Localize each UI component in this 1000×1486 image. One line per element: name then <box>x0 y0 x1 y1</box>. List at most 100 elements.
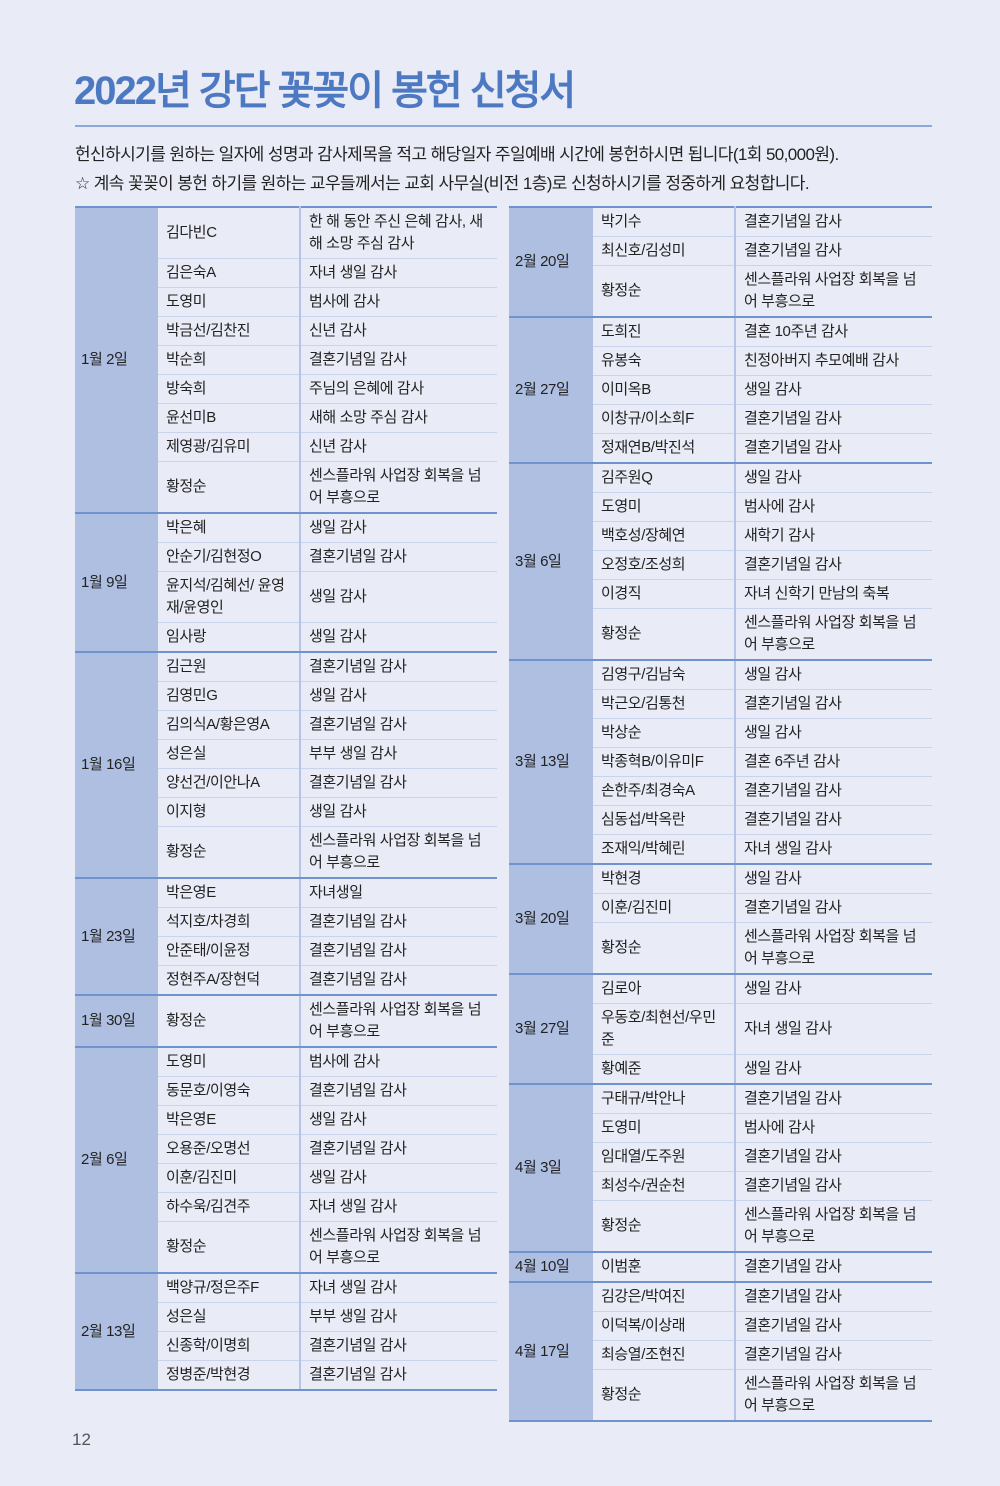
table-row: 최신호/김성미 결혼기념일 감사 <box>509 236 932 266</box>
thanks-cell: 결혼기념일 감사 <box>735 893 932 923</box>
name-cell: 동문호/이영숙 <box>158 1076 301 1106</box>
date-cell: 1월 16일 <box>75 651 158 879</box>
thanks-cell: 자녀 신학기 만남의 축복 <box>735 579 932 609</box>
thanks-cell: 자녀 생일 감사 <box>300 1192 497 1222</box>
table-row: 백호성/장혜연 새학기 감사 <box>509 521 932 551</box>
table-row: 1월 30일 황정순 센스플라워 사업장 회복을 넘어 부흥으로 <box>75 994 497 1048</box>
thanks-cell: 생일 감사 <box>735 462 932 493</box>
thanks-cell: 생일 감사 <box>300 681 497 711</box>
table-row: 2월 27일 도희진 결혼 10주년 감사 <box>509 316 932 464</box>
table-row: 4월 10일 이범훈 결혼기념일 감사 <box>509 1251 932 1283</box>
name-cell: 박금선/김찬진 <box>158 316 301 346</box>
table-row: 1월 2일 김다빈C 한 해 동안 주신 은혜 감사, 새해 소망 주심 감사 <box>75 206 497 514</box>
name-cell: 박은영E <box>158 877 301 908</box>
thanks-cell: 결혼기념일 감사 <box>735 1311 932 1341</box>
date-cell: 1월 9일 <box>75 512 158 653</box>
name-cell: 박기수 <box>593 206 736 237</box>
table-row: 1월 16일 김근원 결혼기념일 감사 <box>75 651 497 879</box>
thanks-cell: 생일 감사 <box>300 797 497 827</box>
table-row: 황정순 센스플라워 사업장 회복을 넘어 부흥으로 <box>75 826 497 879</box>
thanks-cell: 결혼기념일 감사 <box>300 542 497 572</box>
name-cell: 도영미 <box>593 492 736 522</box>
thanks-cell: 자녀 생일 감사 <box>735 834 932 865</box>
name-cell: 김영민G <box>158 681 301 711</box>
name-cell: 이경직 <box>593 579 736 609</box>
name-cell: 김강은/박여진 <box>593 1281 736 1312</box>
name-cell: 이범훈 <box>593 1251 736 1283</box>
date-cell: 3월 27일 <box>509 973 593 1085</box>
page-number: 12 <box>72 1430 91 1449</box>
table-row: 이훈/김진미 결혼기념일 감사 <box>509 893 932 923</box>
thanks-cell: 생일 감사 <box>735 863 932 894</box>
table-row: 최승열/조현진 결혼기념일 감사 <box>509 1340 932 1370</box>
date-cell: 3월 6일 <box>509 462 593 661</box>
thanks-cell: 범사에 감사 <box>735 492 932 522</box>
table-row: 3월 27일 김로아 생일 감사 <box>509 973 932 1085</box>
name-cell: 박종혁B/이유미F <box>593 747 736 777</box>
table-row: 도영미 범사에 감사 <box>509 1113 932 1143</box>
thanks-cell: 결혼기념일 감사 <box>735 206 932 237</box>
name-cell: 박순희 <box>158 345 301 375</box>
table-row: 황정순 센스플라워 사업장 회복을 넘어 부흥으로 <box>75 461 497 514</box>
name-cell: 이미옥B <box>593 375 736 405</box>
table-row: 이훈/김진미 생일 감사 <box>75 1163 497 1193</box>
name-cell: 오용준/오명선 <box>158 1134 301 1164</box>
name-cell: 신종학/이명희 <box>158 1331 301 1361</box>
date-cell: 2월 6일 <box>75 1046 158 1274</box>
name-cell: 하수욱/김견주 <box>158 1192 301 1222</box>
table-row: 이미옥B 생일 감사 <box>509 375 932 405</box>
thanks-cell: 결혼기념일 감사 <box>735 236 932 266</box>
thanks-cell: 결혼 6주년 감사 <box>735 747 932 777</box>
thanks-cell: 결혼기념일 감사 <box>735 404 932 434</box>
date-cell: 3월 13일 <box>509 659 593 865</box>
name-cell: 백호성/장혜연 <box>593 521 736 551</box>
thanks-cell: 센스플라워 사업장 회복을 넘어 부흥으로 <box>735 1369 932 1422</box>
thanks-cell: 결혼기념일 감사 <box>735 689 932 719</box>
table-row: 박상순 생일 감사 <box>509 718 932 748</box>
name-cell: 임대열/도주원 <box>593 1142 736 1172</box>
thanks-cell: 주님의 은혜에 감사 <box>300 374 497 404</box>
name-cell: 도영미 <box>158 1046 301 1077</box>
thanks-cell: 결혼기념일 감사 <box>735 1142 932 1172</box>
thanks-cell: 센스플라워 사업장 회복을 넘어 부흥으로 <box>735 265 932 318</box>
thanks-cell: 새해 소망 주심 감사 <box>300 403 497 433</box>
table-row: 윤지석/김혜선/ 윤영재/윤영인 생일 감사 <box>75 571 497 623</box>
name-cell: 양선건/이안나A <box>158 768 301 798</box>
name-cell: 최승열/조현진 <box>593 1340 736 1370</box>
thanks-cell: 센스플라워 사업장 회복을 넘어 부흥으로 <box>300 1221 497 1274</box>
table-row: 3월 6일 김주원Q 생일 감사 <box>509 462 932 661</box>
schedule-table-left: 1월 2일 김다빈C 한 해 동안 주신 은혜 감사, 새해 소망 주심 감사 김은숙… <box>75 206 497 1391</box>
name-cell: 박은영E <box>158 1105 301 1135</box>
name-cell: 김다빈C <box>158 206 301 259</box>
thanks-cell: 생일 감사 <box>300 622 497 653</box>
name-cell: 김은숙A <box>158 258 301 288</box>
table-row: 조재익/박혜린 자녀 생일 감사 <box>509 834 932 865</box>
thanks-cell: 결혼기념일 감사 <box>300 1360 497 1391</box>
table-row: 우동호/최현선/우민준 자녀 생일 감사 <box>509 1003 932 1055</box>
name-cell: 최성수/권순천 <box>593 1171 736 1201</box>
thanks-cell: 센스플라워 사업장 회복을 넘어 부흥으로 <box>735 922 932 975</box>
table-row: 도영미 범사에 감사 <box>509 492 932 522</box>
table-row: 임대열/도주원 결혼기념일 감사 <box>509 1142 932 1172</box>
table-row: 하수욱/김견주 자녀 생일 감사 <box>75 1192 497 1222</box>
thanks-cell: 신년 감사 <box>300 432 497 462</box>
name-cell: 도희진 <box>593 316 736 347</box>
thanks-cell: 생일 감사 <box>735 718 932 748</box>
table-row: 이지형 생일 감사 <box>75 797 497 827</box>
name-cell: 김주원Q <box>593 462 736 493</box>
thanks-cell: 자녀 생일 감사 <box>300 1272 497 1303</box>
name-cell: 석지호/차경희 <box>158 907 301 937</box>
name-cell: 성은실 <box>158 739 301 769</box>
thanks-cell: 자녀 생일 감사 <box>735 1003 932 1055</box>
name-cell: 김영구/김남숙 <box>593 659 736 690</box>
name-cell: 최신호/김성미 <box>593 236 736 266</box>
date-cell: 1월 30일 <box>75 994 158 1048</box>
thanks-cell: 친정아버지 추모예배 감사 <box>735 346 932 376</box>
thanks-cell: 생일 감사 <box>735 375 932 405</box>
thanks-cell: 결혼기념일 감사 <box>735 805 932 835</box>
name-cell: 방숙희 <box>158 374 301 404</box>
date-cell: 1월 2일 <box>75 206 158 514</box>
name-cell: 윤지석/김혜선/ 윤영재/윤영인 <box>158 571 301 623</box>
name-cell: 손한주/최경숙A <box>593 776 736 806</box>
table-row: 이창규/이소희F 결혼기념일 감사 <box>509 404 932 434</box>
